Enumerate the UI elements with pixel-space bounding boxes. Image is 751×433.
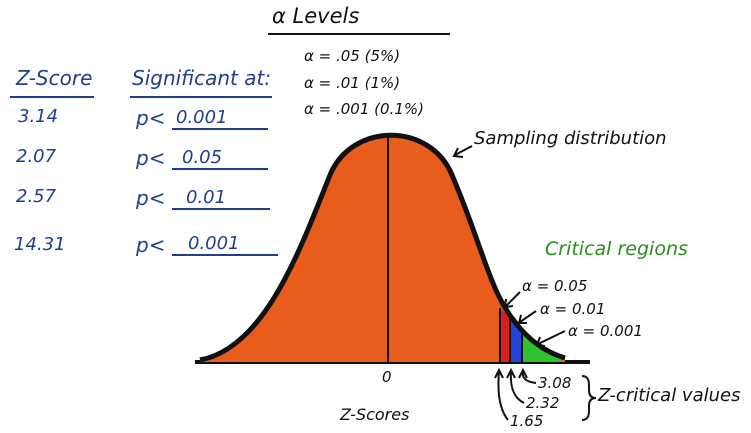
arrowhead (506, 367, 516, 379)
p-threshold-underline (172, 128, 268, 130)
arrowhead (503, 298, 514, 309)
sampling-distribution-label: Sampling distribution (474, 128, 667, 149)
p-prefix: p< (136, 233, 166, 257)
p-threshold: 0.05 (182, 147, 223, 168)
alpha-0001-label: α = 0.001 (568, 322, 643, 340)
arrowhead (494, 367, 504, 379)
zero-label: 0 (382, 368, 392, 386)
z-critical-values-label: Z-critical values (598, 385, 741, 406)
p-threshold: 0.001 (176, 107, 228, 128)
z-score-header-underline (10, 96, 94, 98)
z-critical-arrow (521, 371, 537, 384)
z-score-value: 3.14 (18, 106, 59, 127)
alpha-level-line: α = .05 (5%) (304, 47, 401, 65)
alpha-arrow (519, 310, 537, 323)
alpha-level-line: α = .001 (0.1%) (304, 100, 424, 118)
critical-region-005 (500, 308, 510, 362)
p-threshold: 0.01 (186, 187, 227, 208)
alpha-level-line: α = .01 (1%) (304, 74, 401, 92)
alpha-title-underline (268, 33, 450, 35)
arrowhead (518, 367, 528, 379)
alpha-005-label: α = 0.05 (522, 277, 588, 295)
critical-region-001 (510, 318, 522, 362)
z-score-value: 2.57 (16, 186, 57, 207)
arrowhead (535, 336, 546, 347)
z-critical-arrow (497, 371, 509, 421)
z-score-value: 2.07 (16, 146, 57, 167)
curly-brace (581, 375, 597, 421)
significant-at-header-underline (130, 96, 272, 98)
p-threshold-underline (172, 254, 278, 256)
p-prefix: p< (136, 186, 166, 210)
p-threshold: 0.001 (188, 233, 240, 254)
z-score-header: Z-Score (16, 66, 93, 90)
x-axis-label: Z-Scores (340, 405, 410, 424)
distribution-curve-fill (200, 135, 565, 362)
distribution-curve (199, 132, 566, 363)
alpha-levels-title: α Levels (272, 4, 360, 28)
z-score-value: 14.31 (14, 234, 66, 255)
sampling-arrow (454, 145, 473, 156)
alpha-arrow (505, 291, 521, 307)
significant-at-header: Significant at: (132, 66, 272, 90)
critical-regions-label: Critical regions (545, 238, 688, 260)
p-threshold-underline (172, 208, 270, 210)
p-prefix: p< (136, 106, 166, 130)
arrowhead (452, 147, 464, 158)
z-critical-value: 1.65 (510, 412, 544, 430)
alpha-arrow (537, 330, 566, 345)
arrowhead (517, 314, 527, 324)
z-critical-value: 3.08 (538, 374, 572, 392)
alpha-001-label: α = 0.01 (540, 300, 606, 318)
p-threshold-underline (172, 168, 268, 170)
z-critical-arrow (509, 371, 525, 404)
z-critical-value: 2.32 (526, 394, 560, 412)
p-prefix: p< (136, 146, 166, 170)
